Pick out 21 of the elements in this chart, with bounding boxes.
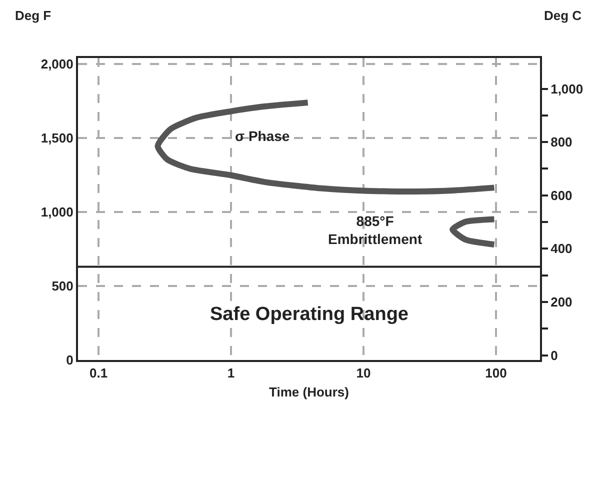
y2-axis-title: Deg C	[544, 8, 582, 23]
annotation: σ Phase	[235, 128, 290, 144]
y-axis-title: Deg F	[15, 8, 52, 23]
y-tick-label: 1,500	[40, 130, 74, 146]
y-tick-label: 500	[52, 278, 74, 294]
x-tick-label: 0.1	[89, 366, 108, 381]
y-tick-label: 2,000	[40, 56, 74, 72]
y2-tick-label: 600	[550, 188, 572, 203]
x-tick-label: 10	[356, 366, 371, 381]
y-tick-label: 0	[66, 352, 74, 368]
annotation: 885°F Embrittlement	[328, 213, 422, 248]
y2-tick-label: 0	[550, 348, 558, 363]
y2-tick-label: 800	[550, 134, 572, 150]
y-tick-label: 1,000	[40, 204, 74, 220]
x-axis-title: Time (Hours)	[269, 384, 349, 400]
y2-tick-label: 400	[550, 241, 572, 256]
y2-tick-label: 200	[550, 294, 572, 310]
x-tick-label: 100	[485, 366, 507, 381]
y2-tick-label: 1,000	[550, 81, 584, 96]
annotation: Safe Operating Range	[210, 304, 408, 325]
x-tick-label: 1	[227, 366, 235, 381]
